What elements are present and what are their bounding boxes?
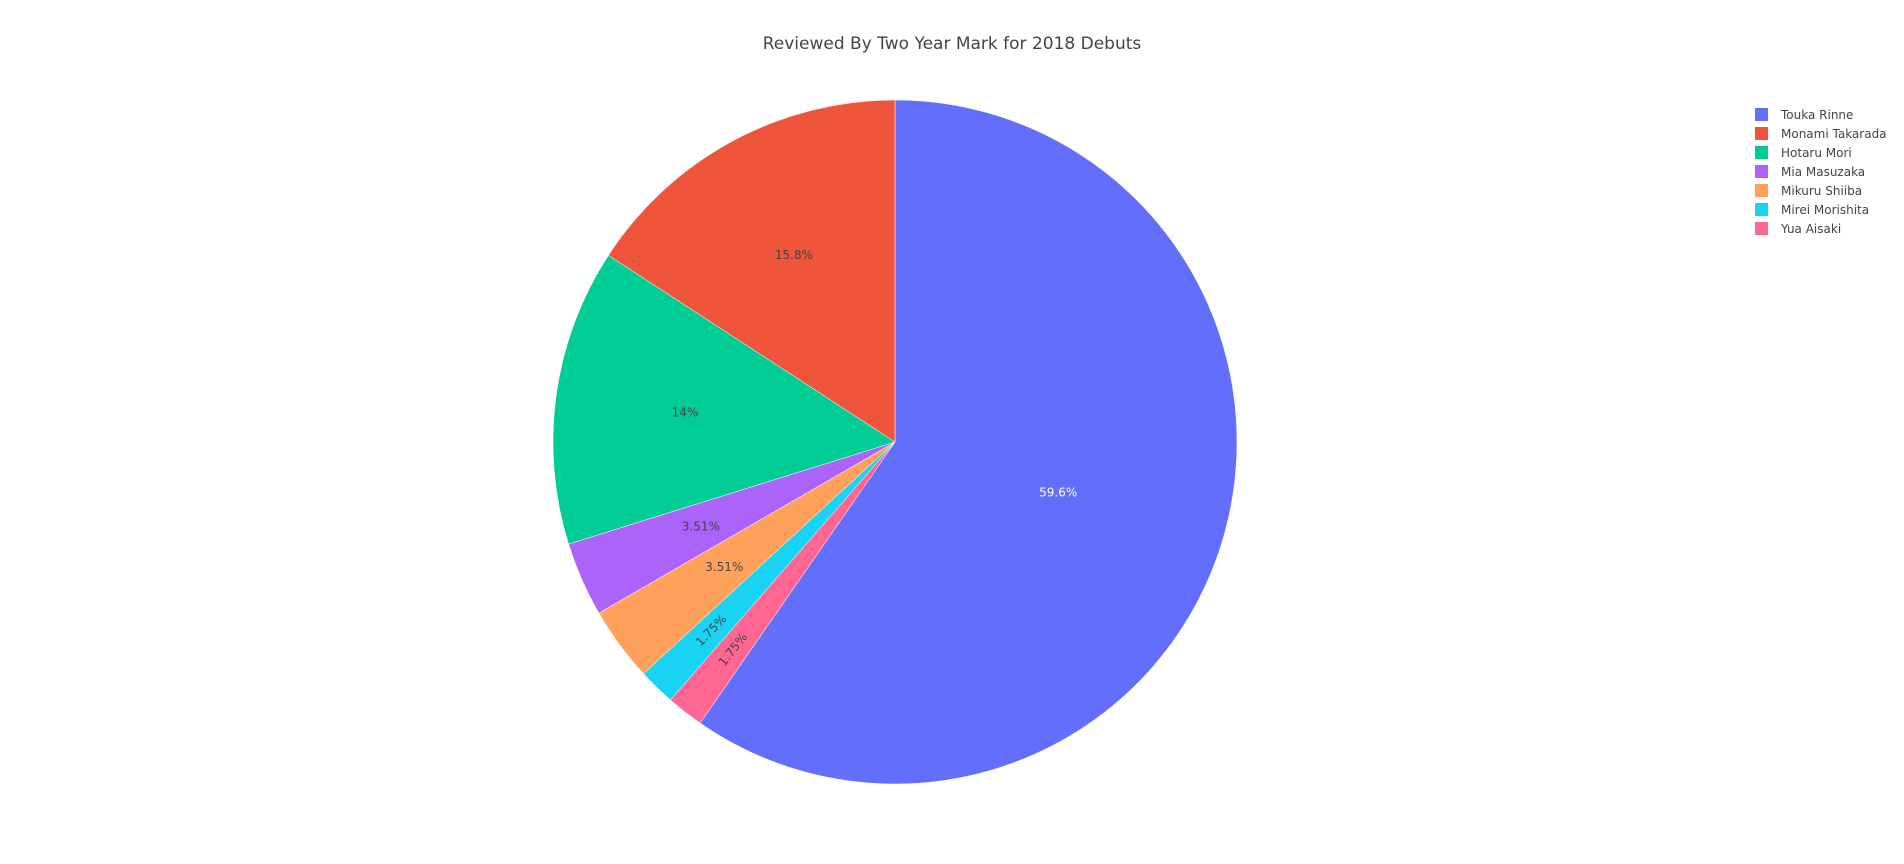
- legend-label: Yua Aisaki: [1780, 222, 1841, 236]
- chart-title: Reviewed By Two Year Mark for 2018 Debut…: [763, 34, 1142, 54]
- legend-swatch: [1755, 146, 1768, 159]
- legend-item-touka-rinne[interactable]: Touka Rinne: [1755, 108, 1853, 122]
- legend-label: Mia Masuzaka: [1781, 165, 1865, 179]
- legend-item-mikuru-shiiba[interactable]: Mikuru Shiiba: [1755, 184, 1862, 198]
- legend-label: Mirei Morishita: [1781, 203, 1869, 217]
- slice-label-hotaru-mori: 14%: [672, 406, 699, 420]
- legend-item-mia-masuzaka[interactable]: Mia Masuzaka: [1755, 165, 1865, 179]
- legend-label: Mikuru Shiiba: [1781, 184, 1862, 198]
- pie-slices: [552, 99, 1238, 785]
- legend-label: Hotaru Mori: [1781, 146, 1852, 160]
- pie-slice-monami-takarada[interactable]: [608, 99, 896, 443]
- legend-label: Monami Takarada: [1781, 127, 1887, 141]
- slice-label-mia-masuzaka: 3.51%: [682, 520, 720, 534]
- legend-swatch: [1755, 184, 1768, 197]
- legend-item-mirei-morishita[interactable]: Mirei Morishita: [1755, 203, 1869, 217]
- legend-label: Touka Rinne: [1780, 108, 1853, 122]
- legend-item-hotaru-mori[interactable]: Hotaru Mori: [1755, 146, 1852, 160]
- legend-item-monami-takarada[interactable]: Monami Takarada: [1755, 127, 1887, 141]
- slice-label-touka-rinne: 59.6%: [1039, 486, 1077, 500]
- legend-swatch: [1755, 127, 1768, 140]
- slice-label-mikuru-shiiba: 3.51%: [705, 560, 743, 574]
- legend: Touka Rinne Monami Takarada Hotaru Mori Mia…: [1755, 108, 1887, 236]
- legend-item-yua-aisaki[interactable]: Yua Aisaki: [1755, 222, 1841, 236]
- legend-swatch: [1755, 108, 1768, 121]
- legend-swatch: [1755, 203, 1768, 216]
- legend-swatch: [1755, 165, 1768, 178]
- legend-swatch: [1755, 222, 1768, 235]
- slice-label-monami-takarada: 15.8%: [775, 248, 813, 262]
- pie-slice-touka-rinne[interactable]: [699, 99, 1238, 785]
- pie-slice-hotaru-mori[interactable]: [552, 255, 896, 545]
